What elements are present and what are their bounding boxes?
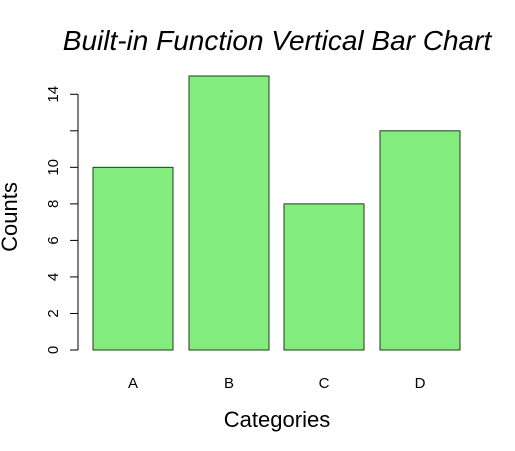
y-axis-tick-label: 6 bbox=[45, 236, 62, 244]
y-axis-tick-label: 4 bbox=[45, 273, 62, 281]
y-axis-tick-label: 2 bbox=[45, 309, 62, 317]
x-axis-tick-labels: A B C D bbox=[128, 375, 426, 392]
bar-c bbox=[283, 203, 365, 351]
y-axis-tick-label: 0 bbox=[45, 346, 62, 354]
y-axis-tick-label: 8 bbox=[45, 200, 62, 208]
bar-d bbox=[379, 130, 461, 351]
x-axis-tick-label-a: A bbox=[128, 375, 138, 392]
x-axis-label: Categories bbox=[224, 407, 330, 432]
x-axis-tick-label-d: D bbox=[415, 375, 426, 392]
y-axis-tick-label: 14 bbox=[45, 86, 62, 103]
bar-b bbox=[188, 75, 270, 351]
y-axis-label: Counts bbox=[0, 182, 22, 252]
y-axis-tick-label: 10 bbox=[45, 159, 62, 176]
bar-a bbox=[92, 166, 174, 351]
bars bbox=[92, 75, 461, 351]
y-axis: 0 2 4 6 8 10 14 bbox=[45, 86, 79, 354]
x-axis-tick-label-c: C bbox=[319, 375, 330, 392]
x-axis-tick-label-b: B bbox=[224, 375, 234, 392]
chart-title: Built-in Function Vertical Bar Chart bbox=[63, 25, 493, 56]
